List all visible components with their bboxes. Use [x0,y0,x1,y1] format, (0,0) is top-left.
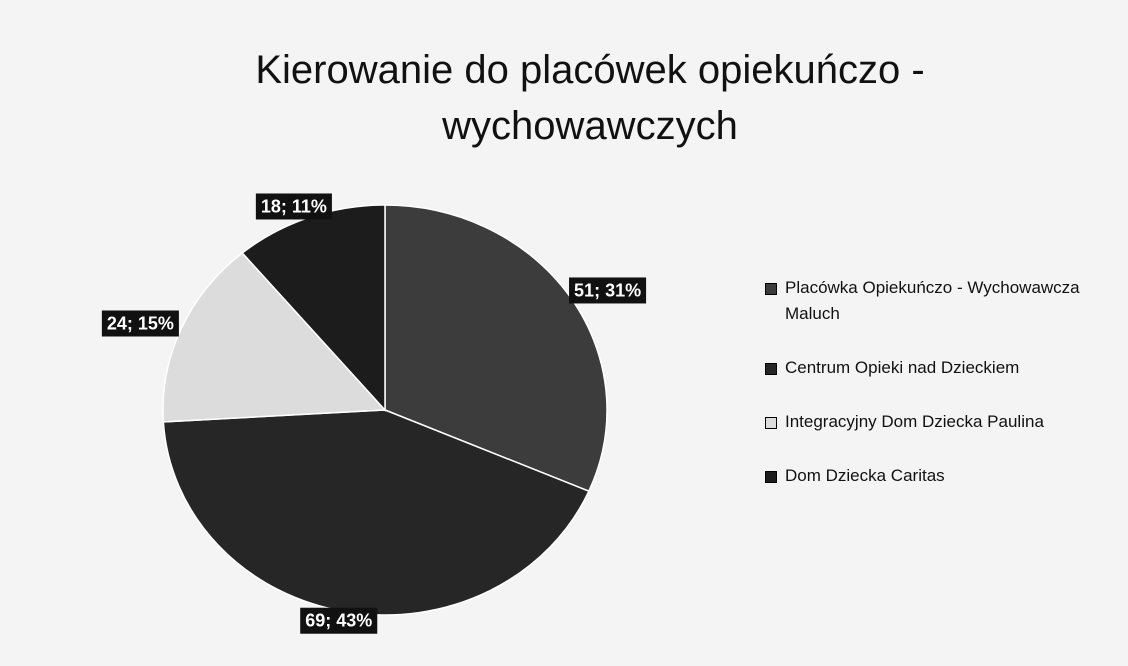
legend-label: Centrum Opieki nad Dzieckiem [785,358,1020,377]
data-label: 69; 43% [300,607,378,634]
data-label: 18; 11% [255,193,332,220]
data-label-text: 24; 15% [107,313,174,333]
legend-swatch [765,363,777,375]
legend-item: Integracyjny Dom Dziecka Paulina [765,409,1120,435]
legend-label: Integracyjny Dom Dziecka Paulina [785,412,1044,431]
data-label-box [255,193,332,220]
pie-slice [162,251,387,423]
legend-swatch [765,283,777,295]
chart-title: Kierowanie do placówek opiekuńczo - wych… [255,48,925,148]
legend-label: Placówka Opiekuńczo - Wychowawcza Maluch [785,278,1080,323]
legend-label: Dom Dziecka Caritas [785,466,945,485]
data-label-box [300,607,378,634]
data-label-text: 18; 11% [261,196,327,216]
legend-swatch [765,417,777,429]
legend-item: Dom Dziecka Caritas [765,463,1120,489]
legend-swatch [765,471,777,483]
data-label-box [569,277,647,304]
legend-item: Centrum Opieki nad Dzieckiem [765,355,1120,381]
legend: Placówka Opiekuńczo - Wychowawcza Maluch… [765,275,1120,489]
data-label-box [101,310,179,337]
data-label: 24; 15% [101,310,179,337]
legend-item: Placówka Opiekuńczo - Wychowawcza Maluch [765,275,1120,327]
data-label-text: 69; 43% [305,611,372,631]
data-label-text: 51; 31% [574,280,641,300]
data-label: 51; 31% [569,277,647,304]
